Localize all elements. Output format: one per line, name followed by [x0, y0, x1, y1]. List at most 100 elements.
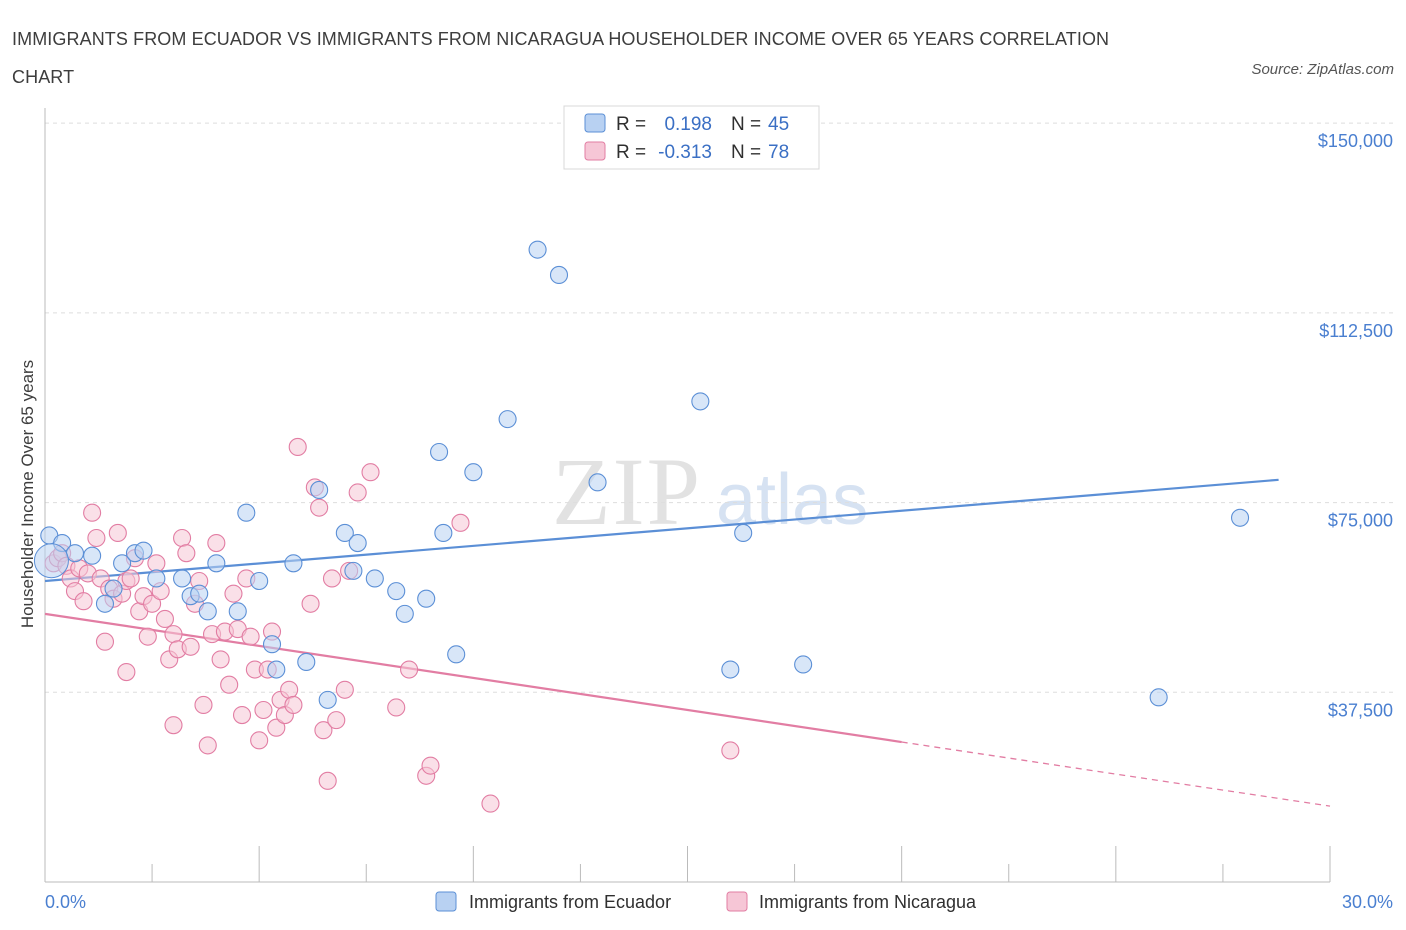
- point-ecuador: [1149, 688, 1168, 707]
- legend-swatch-ecuador[interactable]: [435, 891, 457, 912]
- point-ecuador: [335, 523, 354, 542]
- point-ecuador: [104, 579, 123, 598]
- x-tick-label: 30.0%: [1342, 892, 1393, 912]
- point-ecuador: [228, 602, 247, 621]
- point-nicaragua: [288, 437, 307, 456]
- point-nicaragua: [164, 716, 183, 735]
- y-tick-label: $150,000: [1318, 131, 1393, 151]
- point-nicaragua: [421, 756, 440, 775]
- stats-r-label-nicaragua: R =: [616, 142, 646, 163]
- point-ecuador: [267, 660, 286, 679]
- stats-n-value-ecuador: 45: [768, 114, 789, 135]
- y-tick-label: $75,000: [1328, 511, 1393, 531]
- point-nicaragua: [181, 637, 200, 656]
- point-ecuador: [434, 523, 453, 542]
- point-ecuador: [464, 463, 483, 482]
- point-cluster-ecuador: [33, 543, 69, 579]
- legend-label-ecuador[interactable]: Immigrants from Ecuador: [469, 892, 671, 912]
- source-credit: Source: ZipAtlas.com: [1251, 61, 1394, 78]
- legend-label-nicaragua[interactable]: Immigrants from Nicaragua: [759, 892, 977, 912]
- point-nicaragua: [207, 534, 226, 553]
- data-points: [33, 240, 1250, 813]
- point-ecuador: [198, 602, 217, 621]
- point-ecuador: [250, 571, 269, 591]
- y-tick-label: $112,500: [1319, 321, 1393, 341]
- point-nicaragua: [155, 609, 174, 628]
- point-ecuador: [417, 589, 436, 608]
- point-nicaragua: [310, 498, 329, 517]
- point-nicaragua: [83, 503, 102, 522]
- point-ecuador: [173, 569, 192, 588]
- point-nicaragua: [250, 731, 269, 750]
- point-ecuador: [297, 652, 316, 671]
- point-ecuador: [344, 561, 363, 580]
- watermark-zip: ZIP: [552, 438, 702, 545]
- point-ecuador: [721, 660, 740, 679]
- gridlines: [45, 122, 1395, 693]
- point-nicaragua: [74, 592, 93, 611]
- stats-r-value-nicaragua: -0.313: [658, 142, 712, 163]
- x-tick-label: 0.0%: [45, 892, 86, 912]
- legend-swatch-nicaragua[interactable]: [726, 891, 748, 912]
- point-ecuador: [134, 541, 153, 560]
- stats-r-label-ecuador: R =: [616, 114, 646, 135]
- point-ecuador: [498, 410, 517, 429]
- point-ecuador: [190, 584, 209, 603]
- point-ecuador: [284, 554, 303, 573]
- point-nicaragua: [327, 711, 346, 730]
- point-ecuador: [691, 392, 710, 411]
- trend-line-nicaragua-extension: [901, 741, 1331, 807]
- point-nicaragua: [232, 706, 252, 725]
- point-nicaragua: [267, 718, 286, 737]
- point-ecuador: [65, 544, 85, 563]
- point-nicaragua: [318, 771, 337, 790]
- point-nicaragua: [387, 698, 406, 717]
- point-nicaragua: [451, 513, 470, 532]
- point-nicaragua: [361, 463, 380, 482]
- point-ecuador: [310, 480, 329, 499]
- point-nicaragua: [400, 660, 419, 679]
- point-nicaragua: [95, 632, 115, 651]
- point-nicaragua: [224, 584, 243, 603]
- point-ecuador: [147, 569, 166, 588]
- point-nicaragua: [147, 554, 166, 573]
- point-nicaragua: [143, 594, 162, 613]
- point-nicaragua: [177, 544, 196, 563]
- trend-lines: [44, 478, 1331, 807]
- stats-n-value-nicaragua: 78: [768, 142, 789, 163]
- point-nicaragua: [254, 700, 273, 720]
- trend-line-nicaragua: [44, 612, 902, 744]
- point-ecuador: [348, 534, 367, 553]
- point-nicaragua: [314, 721, 333, 740]
- stats-swatch-nicaragua: [584, 141, 606, 161]
- stats-r-value-ecuador: 0.198: [664, 114, 712, 135]
- point-ecuador: [365, 569, 384, 588]
- point-ecuador: [734, 523, 753, 542]
- point-ecuador: [237, 503, 256, 522]
- stats-legend-box: [563, 105, 820, 170]
- point-ecuador: [528, 240, 547, 259]
- point-nicaragua: [198, 736, 217, 755]
- point-nicaragua: [301, 594, 320, 613]
- axes: [44, 108, 1331, 883]
- stats-n-label-ecuador: N =: [731, 114, 761, 135]
- point-ecuador: [430, 442, 449, 462]
- point-ecuador: [1231, 508, 1250, 527]
- point-ecuador: [588, 473, 607, 492]
- point-nicaragua: [241, 627, 260, 646]
- point-nicaragua: [335, 680, 354, 699]
- point-ecuador: [395, 604, 414, 623]
- point-nicaragua: [322, 569, 342, 588]
- point-ecuador: [447, 645, 466, 664]
- point-nicaragua: [121, 569, 140, 588]
- point-ecuador: [207, 554, 226, 573]
- point-nicaragua: [117, 663, 136, 682]
- point-nicaragua: [164, 625, 183, 644]
- point-nicaragua: [173, 528, 192, 548]
- point-nicaragua: [220, 675, 239, 694]
- point-ecuador: [387, 582, 406, 601]
- point-nicaragua: [194, 695, 213, 714]
- stats-n-label-nicaragua: N =: [731, 142, 761, 163]
- point-ecuador: [83, 546, 102, 565]
